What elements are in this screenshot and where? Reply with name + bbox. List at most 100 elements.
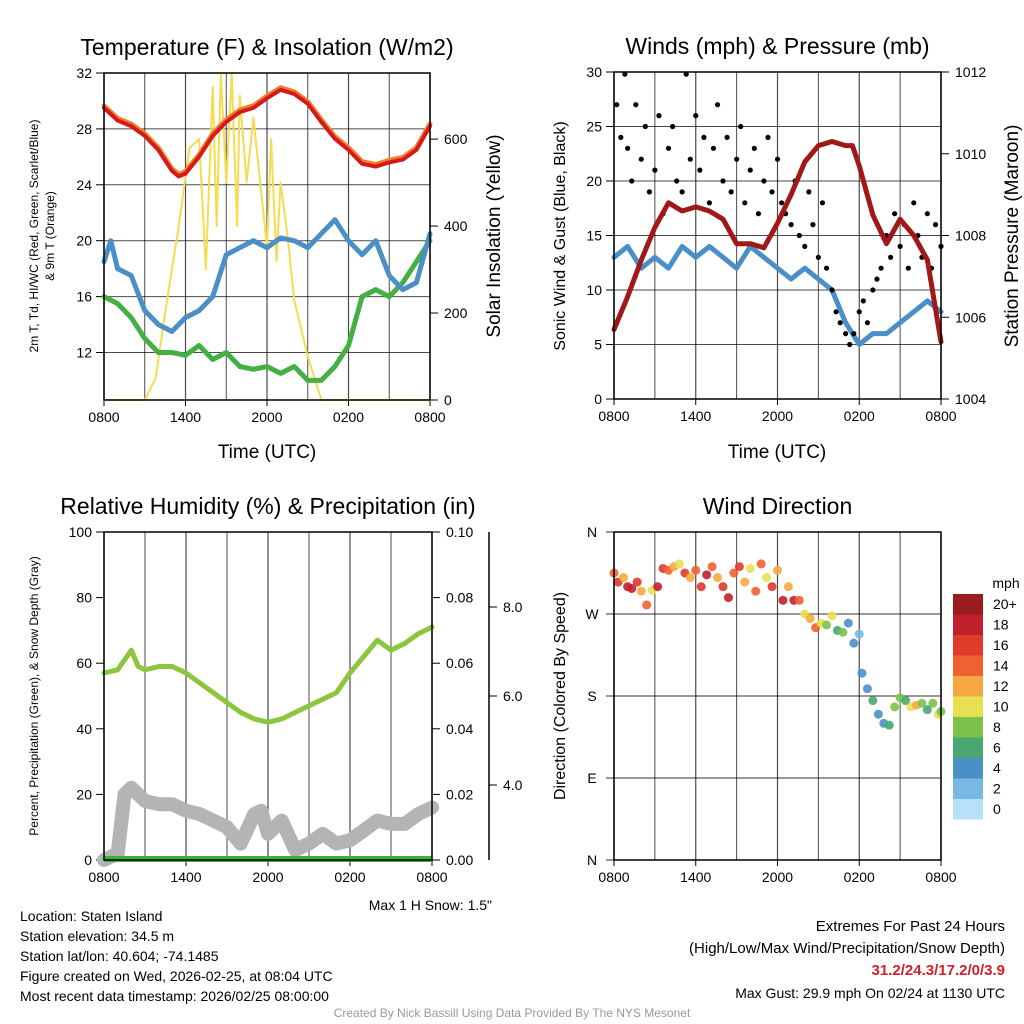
max-snow-note: Max 1 H Snow: 1.5" [369, 897, 492, 913]
gust-point [751, 145, 757, 151]
y-tick-label: 5 [594, 337, 602, 353]
gust-point [669, 123, 676, 130]
y-tick-label: 12 [76, 344, 92, 360]
credit-text: Created By Nick Bassill Using Data Provi… [333, 1006, 691, 1020]
y-axis-label: Percent, Precipitation (Green), & Snow D… [27, 556, 41, 835]
gust-point [728, 189, 734, 195]
solar-insolation-line [103, 72, 431, 401]
x-tick-label: 0800 [598, 408, 629, 424]
gust-point [674, 178, 680, 184]
y-axis-label: Direction (Colored By Speed) [552, 592, 569, 800]
gust-point [829, 287, 835, 293]
gust-point [769, 189, 775, 195]
chart-title: Wind Direction [703, 493, 853, 519]
direction-point [822, 620, 832, 630]
gust-point [823, 265, 830, 271]
direction-point [751, 586, 761, 596]
direction-point [827, 611, 837, 621]
plot-border [103, 531, 433, 861]
y3-tick-label: 4.0 [503, 777, 523, 793]
y-tick-label: 15 [586, 228, 602, 244]
gust-point [810, 222, 816, 228]
y-tick-label: 60 [76, 655, 92, 671]
pressure-line [611, 139, 944, 345]
x-tick-label: 1400 [170, 409, 201, 425]
y-tick-label: 40 [76, 721, 92, 737]
sonic-wind-line [611, 243, 944, 347]
gust-point [905, 265, 911, 271]
legend-label: 6 [993, 740, 1001, 756]
legend-swatch [953, 778, 983, 799]
extremes-values: 31.2/24.3/17.2/0/3.9 [871, 962, 1005, 979]
gust-point [843, 331, 849, 337]
location-text: Location: Staten Island [20, 908, 163, 924]
legend-swatch [953, 799, 983, 820]
x-tick-label: 2000 [252, 869, 283, 885]
legend-swatch [953, 717, 983, 738]
gust-point [693, 113, 699, 119]
y-tick-label: 10 [586, 282, 602, 298]
direction-point [702, 570, 712, 580]
x-tick-label: 0800 [414, 409, 445, 425]
y-axis-label: Sonic Wind & Gust (Blue, Black) [552, 121, 569, 350]
y-tick-label: 20 [586, 173, 602, 189]
gust-point [778, 200, 785, 206]
chart-title: Relative Humidity (%) & Precipitation (i… [60, 493, 475, 519]
plot-border [103, 72, 431, 401]
y-tick-label: N [587, 524, 597, 540]
y2-tick-label: 600 [444, 131, 468, 147]
y-tick-label: N [587, 852, 597, 868]
y-axis-label-2: & 9m T (Orange) [43, 191, 57, 281]
direction-point [849, 638, 859, 648]
chart-title: Winds (mph) & Pressure (mb) [625, 33, 929, 59]
x-tick-label: 0800 [88, 869, 119, 885]
gust-point [638, 156, 644, 162]
gust-point [837, 320, 843, 326]
gust-point [819, 200, 826, 206]
y-axis-label: 2m T, Td, HI/WC (Red, Green, Scarlet/Blu… [27, 120, 41, 353]
gust-point [851, 331, 857, 337]
x-axis-label: Time (UTC) [728, 442, 827, 463]
direction-point [696, 582, 706, 592]
y-tick-label: 25 [586, 119, 602, 135]
y2-tick-label: 1012 [955, 64, 986, 80]
y-tick-label: 30 [586, 64, 602, 80]
created-text: Figure created on Wed, 2026-02-25, at 08… [20, 968, 333, 984]
y-tick-label: 20 [76, 233, 92, 249]
gust-point [710, 145, 717, 151]
direction-point [729, 568, 739, 578]
legend-label: 2 [993, 781, 1001, 797]
temp-2m-line [102, 87, 432, 179]
gust-point [734, 156, 740, 162]
direction-point [619, 573, 629, 583]
y-tick-label: 28 [76, 121, 92, 137]
x-tick-label: 1400 [680, 869, 711, 885]
gust-point [724, 134, 730, 140]
direction-point [740, 577, 750, 587]
plot-border [613, 531, 942, 861]
extremes-title: Extremes For Past 24 Hours [815, 918, 1005, 935]
gust-point [614, 102, 620, 108]
wind-chill-line [101, 217, 433, 334]
x-axis-label: Time (UTC) [218, 442, 317, 463]
direction-point [745, 563, 755, 573]
y-tick-label: 16 [76, 289, 92, 305]
y2-tick-label: 1008 [955, 228, 986, 244]
direction-point [838, 627, 848, 637]
gust-point [856, 309, 862, 315]
gust-point [738, 123, 744, 130]
direction-point [632, 577, 642, 587]
direction-point [857, 668, 867, 678]
gust-point [815, 254, 821, 260]
direction-point [773, 565, 782, 575]
direction-point [713, 573, 723, 583]
y2-tick-label: 200 [444, 305, 468, 321]
y2-tick-label: 0.04 [446, 721, 473, 737]
y2-tick-label: 400 [444, 218, 468, 234]
recent-data-text: Most recent data timestamp: 2026/02/25 0… [20, 988, 329, 1004]
gust-point [683, 71, 689, 77]
gust-point [802, 243, 808, 249]
legend-swatch [953, 737, 983, 758]
direction-point [674, 559, 684, 569]
